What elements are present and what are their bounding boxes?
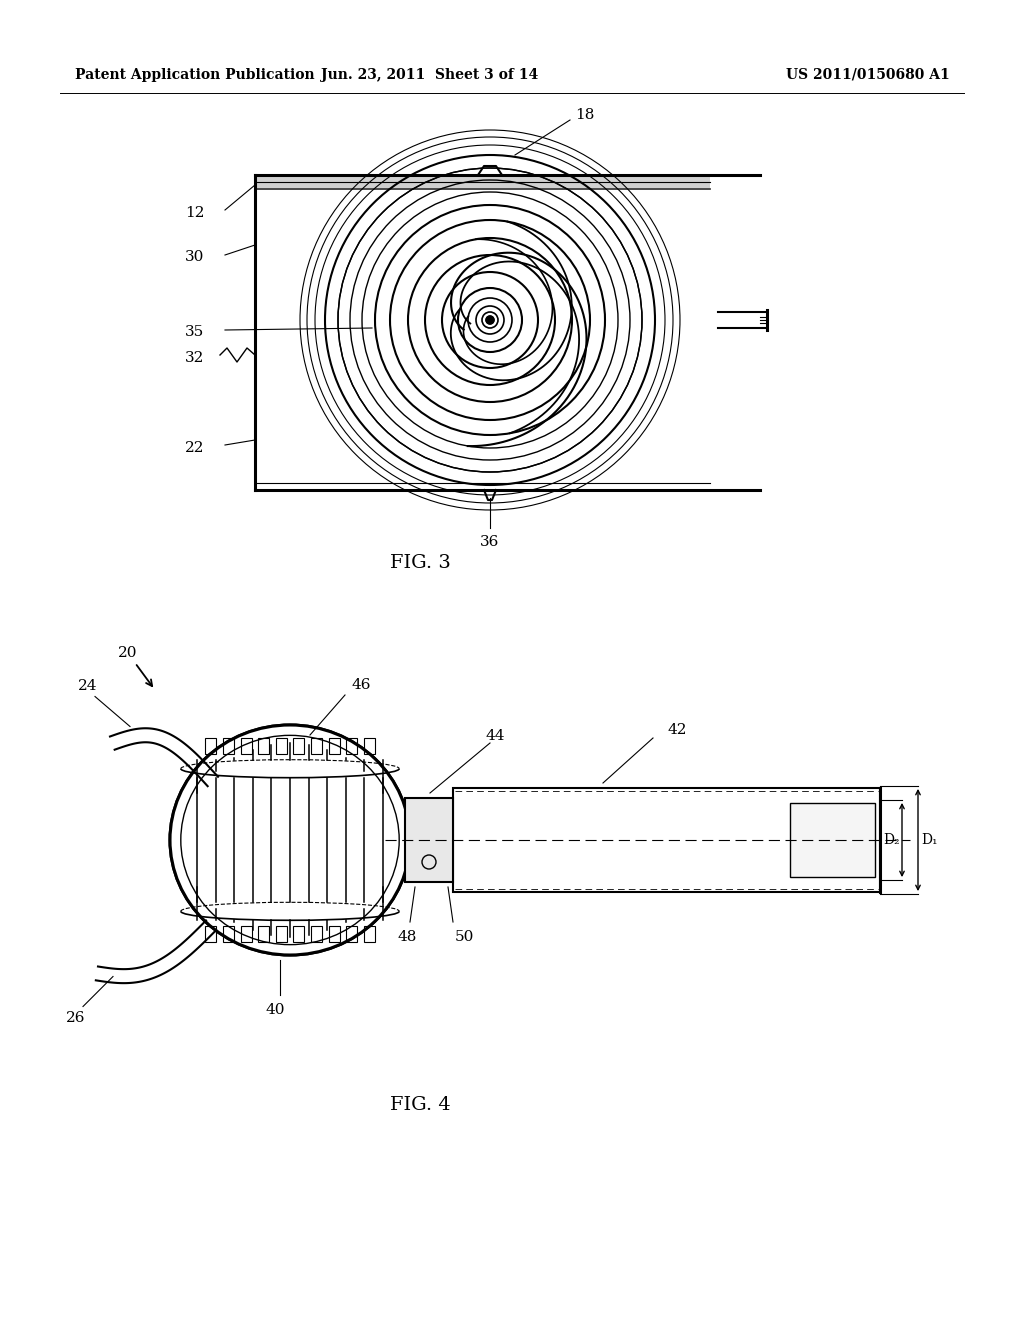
Text: 24: 24 — [78, 680, 97, 693]
Text: 46: 46 — [352, 678, 372, 692]
Text: 44: 44 — [485, 729, 505, 743]
Text: 22: 22 — [185, 441, 205, 455]
Bar — [293, 927, 304, 942]
Text: D₂: D₂ — [884, 833, 900, 847]
Bar — [346, 927, 357, 942]
Bar — [258, 738, 269, 754]
Bar — [223, 738, 233, 754]
Text: Jun. 23, 2011  Sheet 3 of 14: Jun. 23, 2011 Sheet 3 of 14 — [322, 69, 539, 82]
Text: 35: 35 — [185, 325, 204, 339]
Bar — [293, 738, 304, 754]
Text: FIG. 4: FIG. 4 — [389, 1096, 451, 1114]
Bar — [311, 927, 322, 942]
Bar — [346, 738, 357, 754]
Text: Patent Application Publication: Patent Application Publication — [75, 69, 314, 82]
Bar — [241, 738, 252, 754]
Text: 48: 48 — [397, 931, 417, 944]
Bar — [453, 788, 880, 892]
Bar — [275, 738, 287, 754]
Bar — [205, 927, 216, 942]
Bar — [258, 927, 269, 942]
Bar — [364, 738, 375, 754]
Text: 50: 50 — [455, 931, 474, 944]
Text: 40: 40 — [265, 1003, 285, 1016]
Text: 42: 42 — [668, 723, 687, 737]
Text: 12: 12 — [185, 206, 205, 220]
Text: US 2011/0150680 A1: US 2011/0150680 A1 — [786, 69, 950, 82]
Text: 30: 30 — [185, 249, 205, 264]
Bar — [241, 927, 252, 942]
Text: 36: 36 — [480, 535, 500, 549]
Bar — [329, 927, 340, 942]
Bar — [406, 799, 453, 882]
Circle shape — [486, 315, 494, 323]
Text: FIG. 3: FIG. 3 — [389, 554, 451, 572]
Bar — [790, 803, 874, 876]
Bar — [255, 176, 710, 187]
Bar — [329, 738, 340, 754]
Text: 20: 20 — [118, 645, 153, 686]
Bar — [364, 927, 375, 942]
Bar — [275, 927, 287, 942]
Text: D₁: D₁ — [921, 833, 938, 847]
Text: 26: 26 — [67, 1011, 86, 1026]
Ellipse shape — [170, 725, 410, 954]
Bar — [223, 927, 233, 942]
Text: 32: 32 — [185, 351, 205, 366]
Bar — [311, 738, 322, 754]
Bar — [205, 738, 216, 754]
Text: 18: 18 — [575, 108, 594, 121]
